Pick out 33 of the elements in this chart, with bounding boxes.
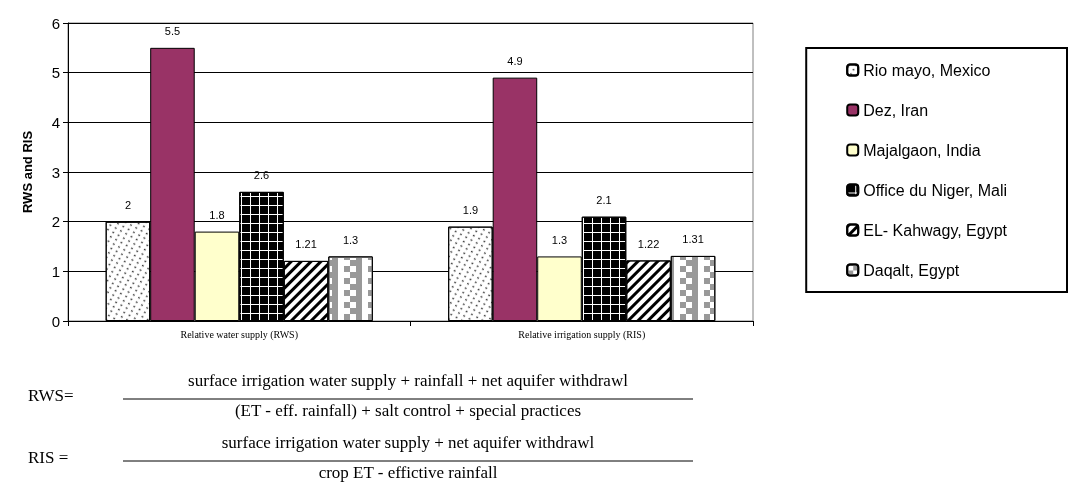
- data-label: 2.1: [596, 194, 612, 207]
- y-tick-label: 6: [51, 14, 60, 32]
- legend-label: Daqalt, Egypt: [863, 261, 960, 279]
- data-label: 1.3: [342, 233, 359, 246]
- text: surface irrigation water supply + net aquifer withdrawl: [221, 433, 595, 452]
- y-tick-label: 3: [51, 163, 60, 181]
- data-label: 1.9: [462, 204, 479, 217]
- y-tick-label: 4: [51, 113, 60, 131]
- data-label: 1.21: [295, 238, 317, 251]
- y-tick-label: 5: [51, 64, 60, 82]
- x-tick-label: Relative water supply (RWS): [180, 328, 298, 341]
- text: RIS =: [28, 448, 69, 467]
- y-tick-label: 0: [51, 312, 60, 330]
- legend-label: Dez, Iran: [863, 101, 929, 119]
- x-tick-label: Relative irrigation supply (RIS): [518, 328, 646, 341]
- data-label: 5.5: [164, 25, 181, 38]
- legend-label: EL- Kahwagy, Egypt: [863, 221, 1008, 239]
- legend-label: Rio mayo, Mexico: [863, 61, 991, 79]
- data-label: 1.22: [637, 237, 660, 250]
- data-label: 4.9: [507, 55, 523, 68]
- data-label: 2: [124, 199, 131, 212]
- text: crop ET - effictive rainfall: [318, 463, 498, 482]
- data-label: 1.8: [209, 209, 225, 222]
- text: RWS=: [28, 386, 74, 405]
- data-label: 1.31: [682, 233, 704, 246]
- text: (ET - eff. rainfall) + salt control + special practices: [234, 401, 582, 420]
- data-label: 1.3: [551, 233, 568, 246]
- y-tick-label: 1: [51, 262, 60, 280]
- text: surface irrigation water supply + rainfall + net aquifer withdrawl: [188, 371, 629, 390]
- y-tick-label: 2: [51, 213, 60, 231]
- legend-label: Office du Niger, Mali: [863, 181, 1007, 199]
- legend-label: Majalgaon, India: [863, 141, 981, 159]
- y-axis-title: RWS and RIS: [20, 130, 35, 214]
